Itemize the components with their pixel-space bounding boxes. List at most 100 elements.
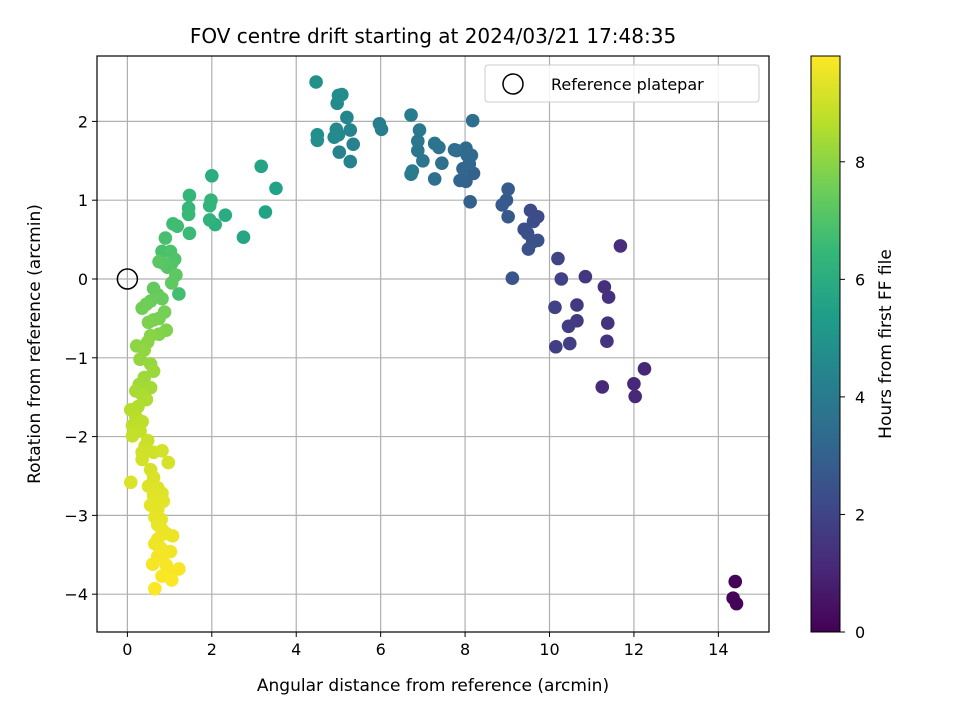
data-point [161, 455, 176, 470]
y-tick-label: −3 [64, 506, 88, 525]
data-point [182, 226, 197, 241]
data-point [204, 193, 218, 207]
data-point [427, 136, 442, 151]
data-point [332, 145, 347, 159]
data-point [218, 208, 233, 222]
legend: Reference platepar [484, 64, 760, 103]
data-point [335, 87, 349, 102]
colorbar-tick-label: 0 [855, 623, 865, 642]
data-point [164, 276, 179, 290]
data-point [427, 172, 442, 186]
data-point [141, 315, 156, 330]
x-tick-label: 4 [291, 640, 301, 659]
data-point [416, 153, 430, 168]
data-point [327, 130, 342, 144]
data-point [521, 242, 536, 256]
data-point [530, 233, 545, 248]
y-axis-label: Rotation from reference (arcmin) [25, 204, 45, 484]
legend-box [484, 64, 760, 103]
colorbar-tick-label: 2 [855, 505, 865, 524]
data-point [205, 168, 219, 183]
data-point [597, 280, 612, 294]
reference-point [116, 268, 139, 290]
data-point [145, 557, 160, 572]
data-point [133, 352, 147, 367]
colorbar-tick-label: 8 [855, 153, 865, 172]
data-point [135, 301, 149, 315]
colorbar-label: Hours from first FF file [876, 249, 896, 439]
data-point [254, 159, 269, 174]
data-point [561, 319, 576, 334]
data-point [465, 113, 480, 128]
data-point [269, 181, 283, 196]
data-point [551, 251, 565, 266]
data-point [526, 214, 541, 229]
x-tick-label: 12 [624, 640, 644, 659]
data-point [182, 188, 197, 203]
data-point [505, 271, 520, 286]
data-point [123, 475, 138, 490]
data-point [627, 376, 641, 391]
data-point [549, 339, 563, 354]
data-point [600, 334, 614, 349]
x-tick-label: 2 [207, 640, 217, 659]
y-axis-ticks: 2 1 0 −1 −2 −3 −4 [64, 112, 97, 604]
colorbar: 0 2 4 6 8 Hours from first FF file [810, 55, 896, 642]
data-point [343, 123, 358, 137]
data-point [309, 75, 323, 89]
data-point [404, 108, 418, 122]
data-point [453, 173, 467, 188]
data-point [613, 239, 628, 253]
y-tick-label: −1 [64, 349, 88, 368]
data-point [405, 164, 420, 178]
data-point [181, 207, 196, 222]
reference-platepar-marker [116, 268, 139, 290]
data-point [165, 529, 180, 543]
data-point [548, 300, 562, 315]
data-point [155, 443, 169, 458]
data-point [412, 123, 427, 137]
data-point [435, 156, 449, 170]
data-point [343, 154, 358, 169]
plot-frame [96, 55, 770, 633]
data-point [202, 213, 217, 227]
grid [97, 56, 769, 632]
data-point [411, 143, 425, 158]
data-point [166, 217, 180, 231]
data-point [595, 380, 610, 394]
data-point [125, 428, 140, 443]
legend-reference-marker [502, 73, 524, 95]
data-point [340, 110, 354, 125]
data-point [236, 230, 251, 245]
data-point [172, 287, 186, 301]
x-axis-label: Angular distance from reference (arcmin) [257, 676, 609, 696]
data-point [152, 254, 166, 269]
data-point [158, 231, 173, 245]
data-point [628, 389, 642, 404]
data-point [164, 573, 179, 587]
colorbar-gradient [810, 55, 841, 633]
data-point [637, 362, 652, 376]
data-point [600, 316, 615, 330]
legend-entry-reference-platepar: Reference platepar [551, 75, 704, 94]
y-tick-label: 0 [78, 270, 88, 289]
data-point [135, 452, 149, 467]
data-point [310, 133, 325, 148]
y-tick-label: −4 [64, 585, 88, 604]
colorbar-tick-label: 6 [855, 270, 865, 289]
data-point [501, 182, 515, 196]
x-tick-label: 10 [539, 640, 559, 659]
data-point [570, 298, 584, 312]
data-point [523, 203, 538, 218]
data-point [148, 581, 162, 596]
data-point [155, 291, 169, 306]
data-point [447, 142, 462, 157]
colorbar-tick-label: 4 [855, 388, 865, 407]
data-point [411, 134, 425, 148]
y-tick-label: −2 [64, 428, 88, 447]
x-tick-label: 6 [376, 640, 386, 659]
x-tick-label: 8 [460, 640, 470, 659]
data-point [728, 574, 743, 589]
data-point [562, 336, 577, 351]
x-tick-label: 14 [708, 640, 728, 659]
